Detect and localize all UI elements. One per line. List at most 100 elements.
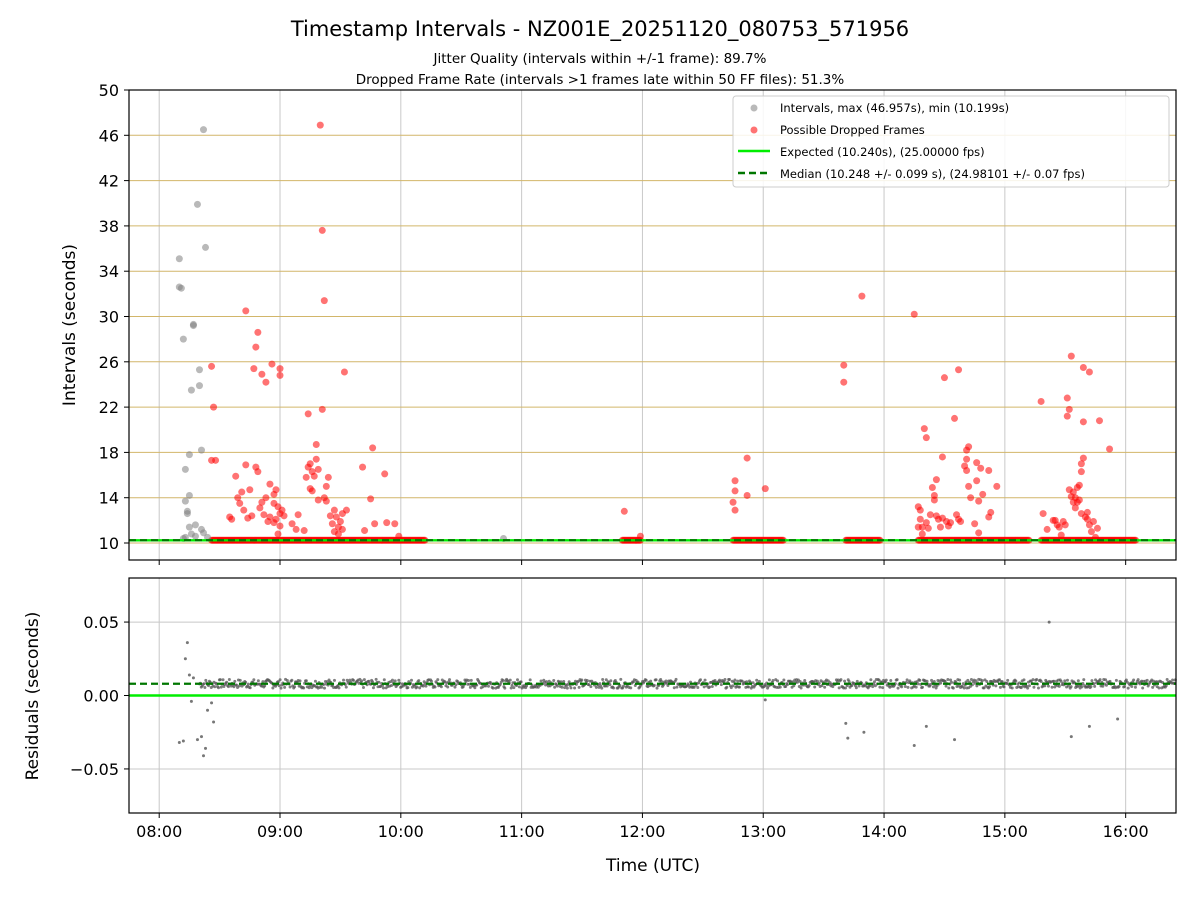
residual-point — [803, 679, 807, 683]
dropped-frame-point — [916, 515, 924, 523]
residual-point — [854, 686, 858, 690]
residual-point — [1050, 685, 1054, 689]
residual-point — [1057, 684, 1061, 688]
residual-point — [896, 686, 900, 690]
dropped-frame-point — [256, 504, 264, 512]
residual-point — [473, 686, 477, 690]
residual-point — [807, 684, 811, 688]
residual-point — [729, 686, 733, 690]
residual-point — [600, 686, 604, 690]
residual-point — [221, 678, 225, 682]
residual-point — [944, 684, 948, 688]
residual-point — [939, 681, 943, 685]
dropped-frame-point — [242, 307, 250, 315]
residual-point — [429, 679, 433, 683]
dropped-frame-point — [242, 461, 250, 469]
dropped-frame-point — [383, 519, 391, 527]
residual-point — [577, 685, 581, 689]
dropped-frame-point — [238, 488, 246, 496]
dropped-frame-point — [324, 473, 332, 481]
residual-point — [731, 684, 735, 688]
residual-point — [881, 686, 885, 690]
residual-point — [536, 685, 540, 689]
dropped-frame-point — [391, 520, 399, 528]
dropped-frame-point — [250, 365, 258, 373]
dropped-frame-point — [946, 519, 954, 527]
residual-point — [1069, 685, 1073, 689]
y-tick-label: 26 — [99, 353, 119, 372]
dropped-frame-point — [940, 374, 948, 382]
residual-point — [381, 686, 385, 690]
residual-point — [1059, 679, 1063, 683]
interval-point — [197, 446, 205, 454]
x-tick-label: 12:00 — [619, 822, 665, 841]
dropped-frame-point — [340, 368, 348, 376]
residual-point — [905, 678, 909, 682]
x-tick-label: 08:00 — [136, 822, 182, 841]
residual-point — [900, 685, 904, 689]
residual-point — [201, 754, 205, 758]
residual-point — [921, 685, 925, 689]
residual-point — [1108, 679, 1112, 683]
chart-subtitle-jitter: Jitter Quality (intervals within +/-1 fr… — [433, 51, 767, 67]
dropped-frame-point — [260, 511, 268, 519]
interval-point — [177, 284, 185, 292]
residual-point — [528, 678, 532, 682]
residual-point — [1010, 686, 1014, 690]
residual-point — [227, 677, 231, 681]
residual-point — [609, 679, 613, 683]
residual-point — [782, 678, 786, 682]
residual-point — [736, 679, 740, 683]
dropped-frame-point — [300, 527, 308, 535]
dropped-frame-point — [1063, 394, 1071, 402]
dropped-frame-point — [1083, 508, 1091, 516]
residual-point — [276, 680, 280, 684]
residual-point — [1132, 678, 1136, 682]
residual-point — [468, 685, 472, 689]
residual-point — [436, 678, 440, 682]
residual-point — [966, 678, 970, 682]
dropped-frame-point — [367, 495, 375, 503]
residual-point — [839, 678, 843, 682]
residual-point — [649, 679, 653, 683]
chart-title: Timestamp Intervals - NZ001E_20251120_08… — [290, 17, 909, 42]
residual-point — [1069, 735, 1073, 739]
residual-point — [1101, 684, 1105, 688]
residual-point — [177, 741, 181, 744]
dropped-frame-point — [336, 517, 344, 525]
residual-point — [237, 684, 241, 688]
dropped-frame-point — [272, 486, 280, 494]
dropped-frame-point — [322, 482, 330, 490]
residual-point — [374, 677, 378, 681]
residual-point — [320, 685, 324, 689]
residual-point — [644, 678, 648, 682]
interval-point — [181, 465, 189, 473]
residual-point — [755, 678, 759, 682]
residual-point — [672, 686, 676, 690]
residual-point — [740, 679, 744, 683]
dropped-frame-point — [979, 490, 987, 498]
interval-point — [191, 521, 199, 529]
dropped-frame-point — [306, 460, 314, 468]
residual-point — [512, 686, 516, 690]
residual-point — [872, 680, 876, 684]
dropped-frame-point — [312, 455, 320, 463]
interval-point — [187, 530, 195, 538]
residual-point — [612, 686, 616, 690]
legend-gray-marker-icon — [750, 104, 758, 112]
dropped-frame-point — [292, 525, 300, 533]
residual-point — [1080, 685, 1084, 689]
x-axis-label: Time (UTC) — [605, 856, 700, 876]
dropped-frame-point — [743, 454, 751, 462]
residual-point — [293, 685, 297, 689]
residual-point — [982, 686, 986, 690]
residual-point — [594, 685, 598, 689]
residual-point — [352, 678, 356, 682]
residual-point — [674, 677, 678, 681]
residual-point — [1052, 679, 1056, 683]
residual-point — [878, 685, 882, 689]
residual-point — [629, 686, 633, 690]
residual-point — [1133, 685, 1137, 689]
residual-point — [767, 678, 771, 682]
